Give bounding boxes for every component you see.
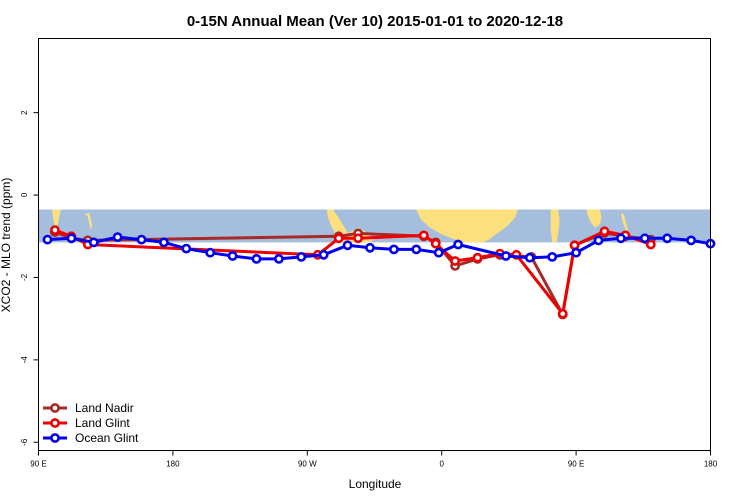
data-point [639, 233, 650, 244]
x-axis: 90 E 180 90 W 0 90 E 180 [30, 450, 718, 469]
data-point [227, 251, 238, 261]
x-tick-label: 180 [704, 460, 718, 469]
data-point [524, 252, 535, 263]
legend-item: Ocean Glint [43, 431, 139, 445]
data-point [273, 253, 284, 264]
data-point [66, 233, 77, 244]
land-india [550, 209, 560, 243]
land-africa [416, 209, 518, 243]
data-point [342, 240, 353, 251]
data-point [158, 237, 169, 248]
data-point [547, 251, 558, 262]
data-point [353, 233, 363, 244]
y-axis-title: XCO2 - MLO trend (ppm) [0, 178, 13, 313]
data-point [569, 240, 580, 251]
x-axis-title: Longitude [349, 477, 402, 491]
y-tick-label: 0 [20, 192, 29, 197]
data-point [557, 308, 568, 319]
y-tick-label: -6 [20, 438, 29, 446]
land-southeast-asia [47, 209, 61, 228]
data-point [430, 238, 441, 249]
series-layer [42, 225, 716, 320]
x-tick-label: 90 E [30, 460, 46, 469]
land-indochina [586, 209, 602, 228]
data-point [42, 234, 53, 245]
data-point [453, 239, 463, 250]
data-point [616, 233, 626, 244]
legend-label: Land Nadir [75, 401, 134, 415]
x-tick-label: 90 W [298, 460, 317, 469]
x-tick-label: 90 E [568, 460, 584, 469]
data-point [571, 247, 581, 258]
data-point [136, 234, 147, 245]
legend-marker [50, 403, 60, 413]
legend-label: Land Glint [75, 416, 130, 430]
series-ocean-glint [42, 232, 716, 264]
legend-marker [50, 433, 60, 443]
data-point [205, 247, 216, 258]
legend-marker [50, 418, 60, 428]
data-point [472, 252, 483, 263]
data-point [318, 249, 329, 260]
data-point [450, 256, 460, 266]
data-point [388, 244, 399, 255]
data-point [181, 243, 192, 254]
data-point [88, 237, 99, 248]
data-point [500, 251, 511, 261]
land-philippines [84, 212, 93, 230]
land-philippines-east [620, 212, 629, 235]
data-point [251, 253, 262, 264]
data-point [645, 239, 656, 250]
plot-frame [38, 38, 711, 451]
y-axis: 2 0 -2 -4 -6 [20, 110, 39, 446]
data-point [593, 235, 604, 246]
chart-title: 0-15N Annual Mean (Ver 10) 2015-01-01 to… [187, 13, 563, 30]
x-tick-label: 0 [439, 460, 444, 469]
x-tick-label: 180 [166, 460, 180, 469]
legend-label: Ocean Glint [75, 431, 139, 445]
data-point [686, 235, 696, 246]
data-point [365, 242, 375, 253]
data-point [433, 247, 444, 258]
y-tick-label: 2 [20, 110, 29, 115]
data-point [418, 230, 429, 241]
data-point [296, 251, 307, 262]
data-point [112, 232, 123, 242]
data-point [662, 233, 673, 244]
legend-item: Land Glint [43, 416, 130, 430]
data-point [333, 233, 344, 244]
y-tick-label: -4 [20, 356, 29, 364]
data-point [599, 226, 610, 237]
data-point [50, 225, 60, 235]
legend-item: Land Nadir [43, 401, 134, 415]
data-point [411, 244, 422, 255]
series-land-glint [50, 225, 656, 319]
y-tick-label: -2 [20, 273, 29, 281]
